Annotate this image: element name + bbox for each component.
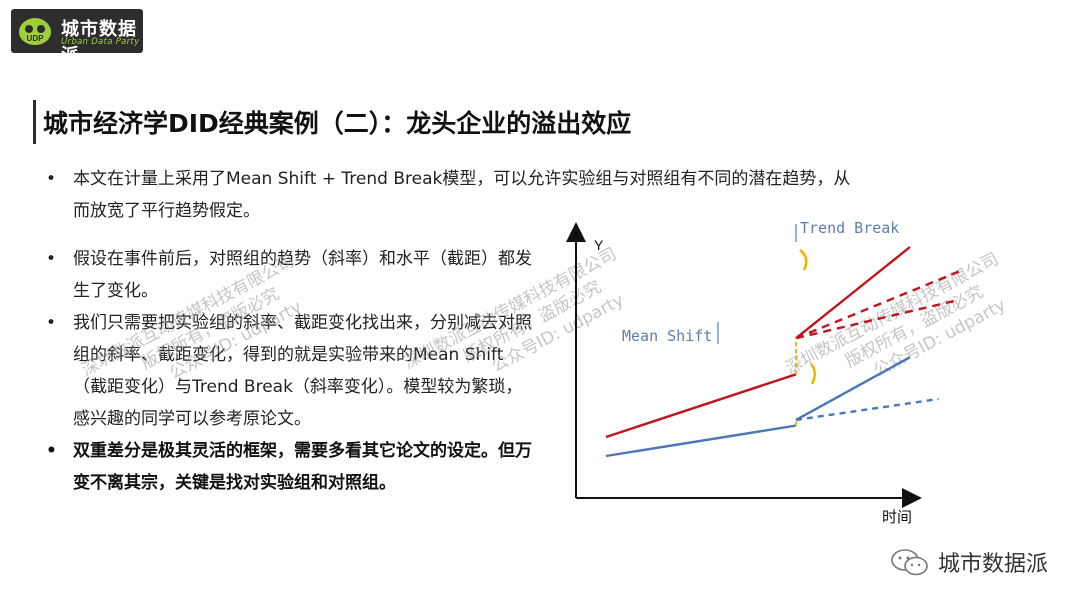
bullet-item: 我们只需要把实验组的斜率、截距变化找出来，分别减去对照组的斜率、截距变化，得到的…: [40, 307, 533, 435]
mean-shift-label: Mean Shift: [622, 327, 712, 345]
did-diagram: Y 时间 Mean Shift Trend Break: [560, 200, 980, 530]
logo-subtitle: Urban Data Party: [61, 37, 140, 47]
wechat-icon: [891, 549, 928, 576]
trend-break-label: Trend Break: [800, 219, 899, 237]
did-chart-svg: Y 时间 Mean Shift Trend Break: [566, 219, 964, 526]
series-line-pre: [605, 373, 797, 439]
footer-account: 城市数据派: [890, 546, 1048, 578]
brand-logo: UDP 城市数据派 Urban Data Party: [11, 9, 143, 66]
slide-title: 城市经济学DID经典案例（二）：龙头企业的溢出效应: [43, 109, 632, 138]
bullet-list: 本文在计量上采用了Mean Shift + Trend Break模型，可以允许…: [40, 163, 850, 499]
footer-account-name: 城市数据派: [937, 552, 1048, 577]
series-line-post: [795, 246, 911, 340]
series-line-counterfactual: [795, 268, 964, 340]
title-accent-bar: [33, 100, 36, 144]
y-axis-label: Y: [594, 237, 604, 253]
series-line-post: [795, 356, 911, 421]
bullet-item-emphasis: 双重差分是极其灵活的框架，需要多看其它论文的设定。但万变不离其宗，关键是找对实验…: [40, 435, 533, 499]
bullet-item: 本文在计量上采用了Mean Shift + Trend Break模型，可以允许…: [40, 163, 853, 227]
series-line-counterfactual: [795, 397, 939, 422]
trend-break-arc: [810, 363, 816, 385]
logo-title: 城市数据派: [61, 19, 137, 66]
svg-text:UDP: UDP: [27, 34, 45, 43]
series-line-pre: [605, 424, 797, 458]
udp-logo-icon: UDP: [19, 18, 51, 45]
bullet-item: 假设在事件前后，对照组的趋势（斜率）和水平（截距）都发生了变化。: [40, 243, 533, 307]
trend-break-arc: [799, 249, 808, 271]
x-axis-label: 时间: [882, 509, 912, 526]
